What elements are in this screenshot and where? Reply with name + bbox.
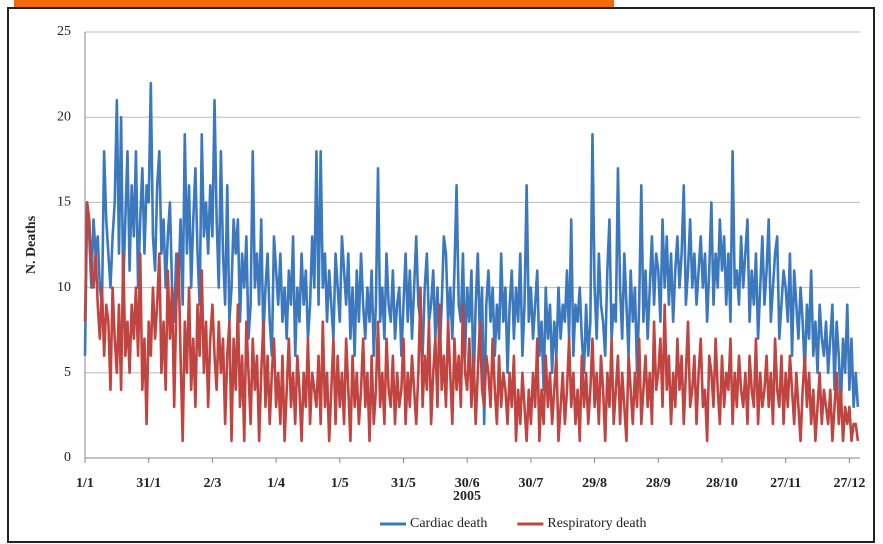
x-tick-label: 31/5	[391, 476, 416, 491]
y-tick-label: 10	[57, 280, 71, 295]
x-tick-label: 2/3	[203, 476, 221, 491]
legend-label: Respiratory death	[547, 516, 646, 531]
legend-label: Cardiac death	[410, 516, 487, 531]
x-tick-label: 30/6	[455, 476, 480, 491]
x-tick-label: 1/1	[76, 476, 94, 491]
y-tick-label: 5	[64, 365, 71, 380]
y-axis-label: N. Deaths	[24, 215, 39, 274]
x-axis-label: 2005	[453, 489, 481, 504]
y-tick-label: 20	[57, 109, 71, 124]
x-tick-label: 31/1	[136, 476, 161, 491]
series-line	[83, 81, 860, 426]
banner	[14, 0, 614, 8]
x-tick-label: 27/12	[833, 476, 865, 491]
x-tick-label: 28/9	[646, 476, 671, 491]
series-line	[83, 201, 860, 443]
x-tick-label: 30/7	[518, 476, 543, 491]
frame	[7, 7, 875, 543]
x-tick-label: 27/11	[770, 476, 801, 491]
y-tick-label: 25	[57, 24, 71, 39]
x-tick-label: 1/4	[267, 476, 285, 491]
x-tick-label: 1/5	[331, 476, 349, 491]
y-tick-label: 15	[57, 195, 71, 210]
y-tick-label: 0	[64, 450, 71, 465]
x-tick-label: 29/8	[582, 476, 607, 491]
x-tick-label: 28/10	[706, 476, 738, 491]
